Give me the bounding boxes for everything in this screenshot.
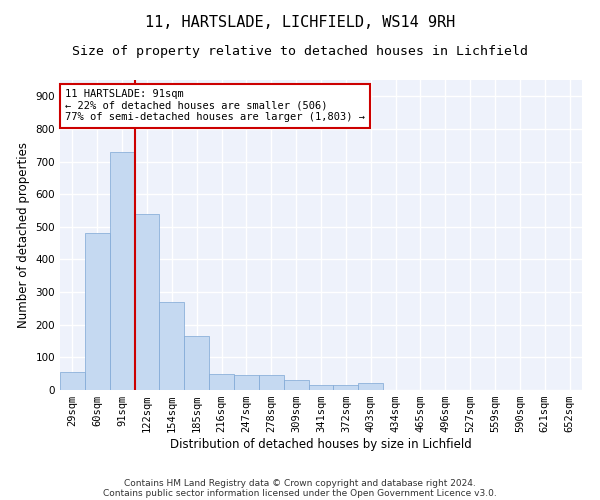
Bar [308, 385, 334, 390]
Bar [358, 384, 383, 390]
Text: 11 HARTSLADE: 91sqm
← 22% of detached houses are smaller (506)
77% of semi-detac: 11 HARTSLADE: 91sqm ← 22% of detached ho… [65, 90, 365, 122]
Bar [209, 374, 234, 390]
X-axis label: Distribution of detached houses by size in Lichfield: Distribution of detached houses by size … [170, 438, 472, 451]
Bar [85, 234, 110, 390]
Bar [184, 336, 209, 390]
Text: Contains HM Land Registry data © Crown copyright and database right 2024.: Contains HM Land Registry data © Crown c… [124, 478, 476, 488]
Bar [234, 376, 259, 390]
Bar [284, 380, 308, 390]
Bar [134, 214, 160, 390]
Bar [259, 376, 284, 390]
Text: Size of property relative to detached houses in Lichfield: Size of property relative to detached ho… [72, 45, 528, 58]
Y-axis label: Number of detached properties: Number of detached properties [17, 142, 30, 328]
Text: 11, HARTSLADE, LICHFIELD, WS14 9RH: 11, HARTSLADE, LICHFIELD, WS14 9RH [145, 15, 455, 30]
Bar [160, 302, 184, 390]
Bar [60, 372, 85, 390]
Bar [110, 152, 134, 390]
Text: Contains public sector information licensed under the Open Government Licence v3: Contains public sector information licen… [103, 488, 497, 498]
Bar [334, 385, 358, 390]
